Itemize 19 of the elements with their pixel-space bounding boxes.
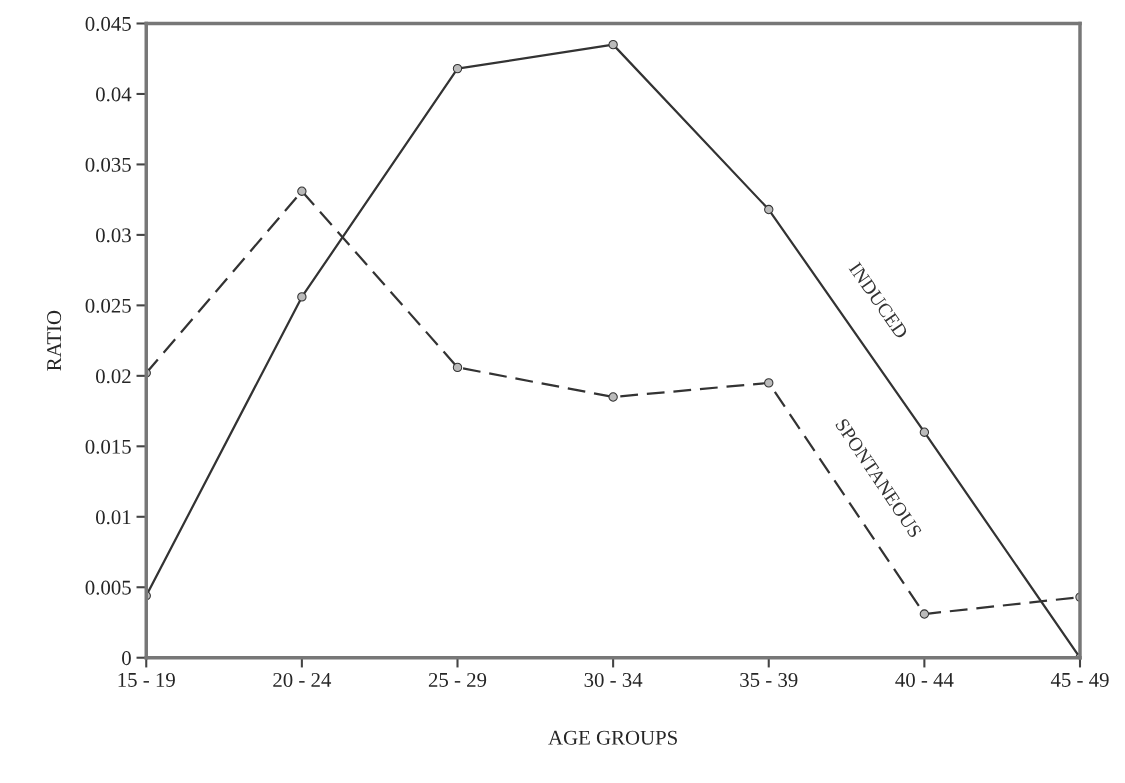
y-tick-label: 0.02 (96, 369, 131, 384)
x-tick-label: 30 - 34 (584, 672, 643, 687)
y-tick-label: 0.03 (96, 228, 131, 243)
x-tick-label: 20 - 24 (273, 672, 332, 687)
y-tick-label: 0.005 (85, 580, 131, 595)
y-tick-label: 0.035 (85, 157, 131, 172)
x-tick-label: 45 - 49 (1050, 672, 1109, 687)
x-axis-title: AGE GROUPS (548, 730, 677, 745)
x-tick-label: 35 - 39 (740, 672, 798, 687)
y-tick-label: 0.025 (85, 298, 131, 313)
y-tick-label: 0.045 (85, 16, 131, 32)
y-tick-label: 0.04 (96, 87, 132, 102)
y-axis-title: RATIO (47, 310, 62, 371)
x-tick-label: 40 - 44 (895, 672, 954, 687)
y-tick-label: 0.01 (96, 510, 131, 525)
y-tick-label: 0 (122, 651, 131, 666)
y-tick-label: 0.015 (85, 439, 131, 454)
x-tick-label: 15 - 19 (118, 672, 175, 687)
x-tick-label: 25 - 29 (428, 672, 487, 687)
